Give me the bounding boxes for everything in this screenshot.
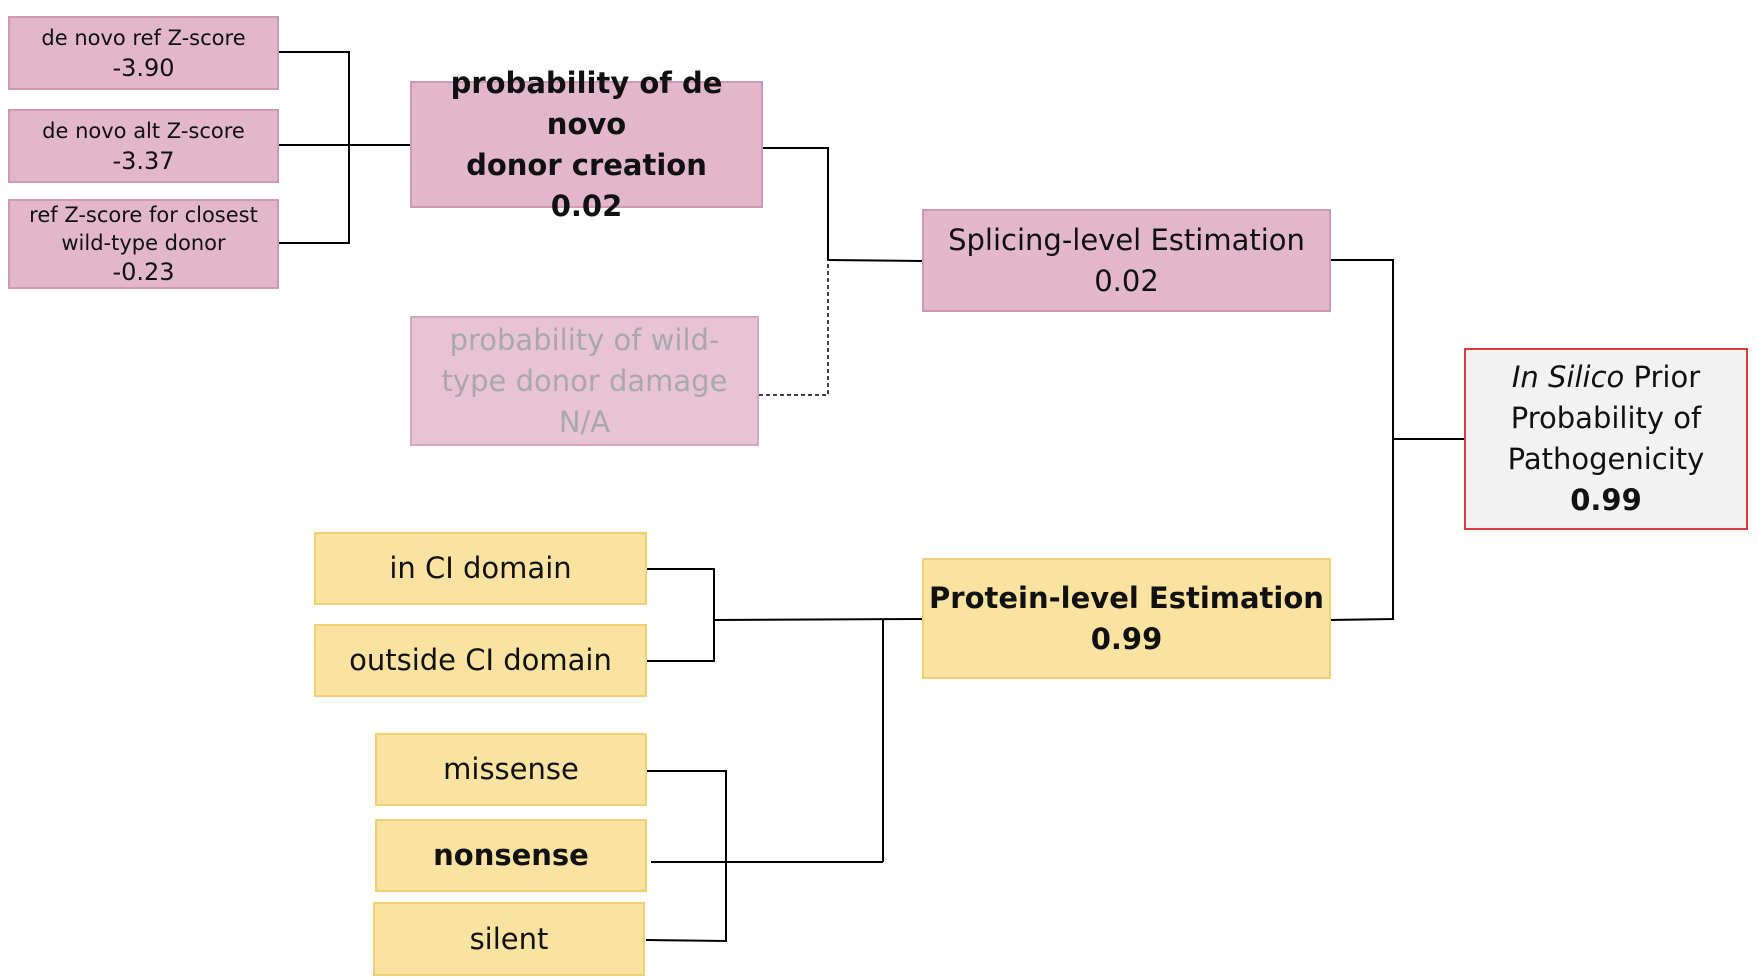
silent-box: silent <box>373 902 645 976</box>
wt-damage-value: N/A <box>558 404 611 439</box>
connector-domain-bracket <box>646 568 715 662</box>
closest-wt-donor-zscore-box: ref Z-score for closest wild-type donor … <box>8 199 279 289</box>
denovo-creation-value: 0.02 <box>550 188 623 223</box>
denovo-ref-zscore-label: de novo ref Z-score <box>41 26 246 50</box>
connector-wt-damage-dashed <box>759 260 829 396</box>
denovo-creation-line2: donor creation <box>466 147 707 182</box>
denovo-alt-zscore-value: -3.37 <box>112 147 175 175</box>
final-line3: Pathogenicity <box>1507 442 1705 476</box>
denovo-alt-zscore-box: de novo alt Z-score -3.37 <box>8 109 279 183</box>
splicing-estimation-label: Splicing-level Estimation <box>948 222 1305 257</box>
connector-denovo-down <box>762 147 829 260</box>
in-ci-domain-label: in CI domain <box>389 551 572 585</box>
denovo-creation-line1: probability of de novo <box>450 65 723 141</box>
splicing-estimation-box: Splicing-level Estimation 0.02 <box>922 209 1331 312</box>
connector-final-bracket <box>1329 259 1394 621</box>
denovo-alt-zscore-label: de novo alt Z-score <box>42 119 245 143</box>
missense-label: missense <box>443 752 579 786</box>
in-ci-domain-box: in CI domain <box>314 532 647 605</box>
connector-to-splicing <box>827 259 923 262</box>
protein-estimation-label: Protein-level Estimation <box>929 580 1324 615</box>
splicing-estimation-value: 0.02 <box>1094 263 1159 298</box>
denovo-ref-zscore-box: de novo ref Z-score -3.90 <box>8 16 279 90</box>
protein-estimation-value: 0.99 <box>1090 621 1163 656</box>
final-line1: In Silico Prior <box>1512 357 1700 398</box>
closest-wt-donor-label-line2: wild-type donor <box>61 231 226 255</box>
wt-damage-box: probability of wild- type donor damage N… <box>410 316 759 446</box>
final-value: 0.99 <box>1570 483 1642 517</box>
denovo-ref-zscore-value: -3.90 <box>112 54 175 82</box>
closest-wt-donor-value: -0.23 <box>112 258 175 286</box>
denovo-creation-box: probability of de novo donor creation 0.… <box>410 66 763 223</box>
connector-variant-bracket <box>645 770 727 943</box>
nonsense-label: nonsense <box>433 838 589 872</box>
wt-damage-line1: probability of wild- <box>449 322 720 357</box>
final-probability-box: In Silico Prior Probability of Pathogeni… <box>1464 348 1748 530</box>
silent-label: silent <box>469 921 549 956</box>
protein-estimation-box: Protein-level Estimation 0.99 <box>922 558 1331 679</box>
final-line2: Probability of <box>1510 401 1702 435</box>
connector-domain-to-protein <box>713 618 923 621</box>
closest-wt-donor-label-line1: ref Z-score for closest <box>29 203 258 227</box>
missense-box: missense <box>375 733 647 806</box>
nonsense-box: nonsense <box>375 819 647 892</box>
outside-ci-domain-label: outside CI domain <box>349 643 612 677</box>
outside-ci-domain-box: outside CI domain <box>314 624 647 697</box>
final-line1-italic: In Silico <box>1511 360 1625 394</box>
connector-input-bracket <box>278 51 350 244</box>
wt-damage-line2: type donor damage <box>441 363 728 398</box>
final-line1-rest: Prior <box>1624 360 1701 394</box>
